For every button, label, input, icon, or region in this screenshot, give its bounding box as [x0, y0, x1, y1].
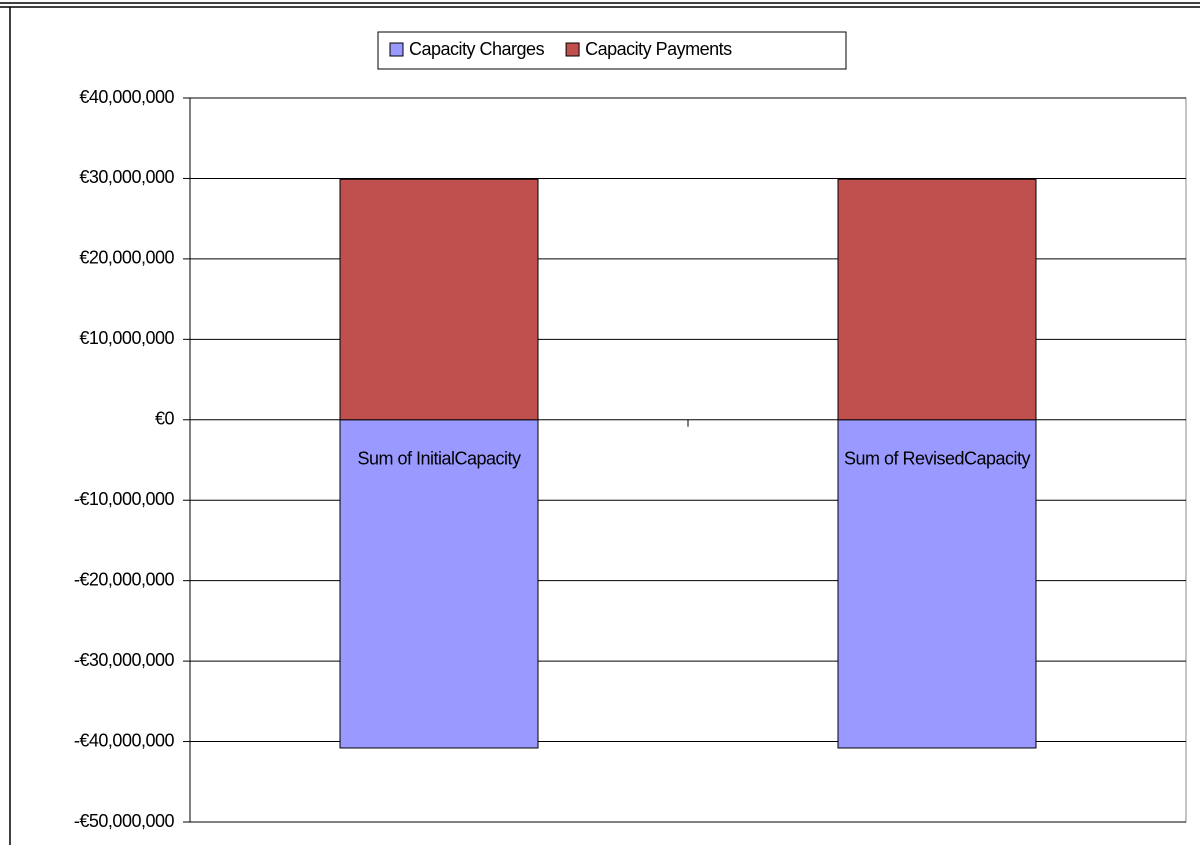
- y-tick-label: -€10,000,000: [74, 489, 175, 509]
- bar: [837, 419, 1037, 749]
- y-tick-label: €10,000,000: [79, 328, 174, 348]
- legend-label: Capacity Charges: [409, 39, 545, 59]
- y-tick-label: -€40,000,000: [74, 730, 175, 750]
- x-tick-label: Sum of InitialCapacity: [357, 449, 521, 469]
- legend-label: Capacity Payments: [585, 39, 732, 59]
- x-tick-label: Sum of RevisedCapacity: [844, 449, 1031, 469]
- legend-swatch: [565, 42, 580, 57]
- y-tick-label: €0: [155, 409, 175, 429]
- legend-box: [377, 31, 847, 70]
- y-tick-label: -€20,000,000: [74, 569, 175, 589]
- y-tick-label: -€50,000,000: [74, 811, 175, 831]
- bar: [339, 178, 539, 421]
- y-tick-label: €20,000,000: [79, 248, 174, 268]
- legend-swatch: [389, 42, 404, 57]
- bar: [837, 178, 1037, 421]
- plot-area: [189, 97, 1187, 823]
- y-tick-label: €30,000,000: [79, 167, 174, 187]
- y-tick-label: -€30,000,000: [74, 650, 175, 670]
- bar: [339, 419, 539, 749]
- legend: [377, 31, 847, 70]
- y-tick-label: €40,000,000: [79, 87, 174, 107]
